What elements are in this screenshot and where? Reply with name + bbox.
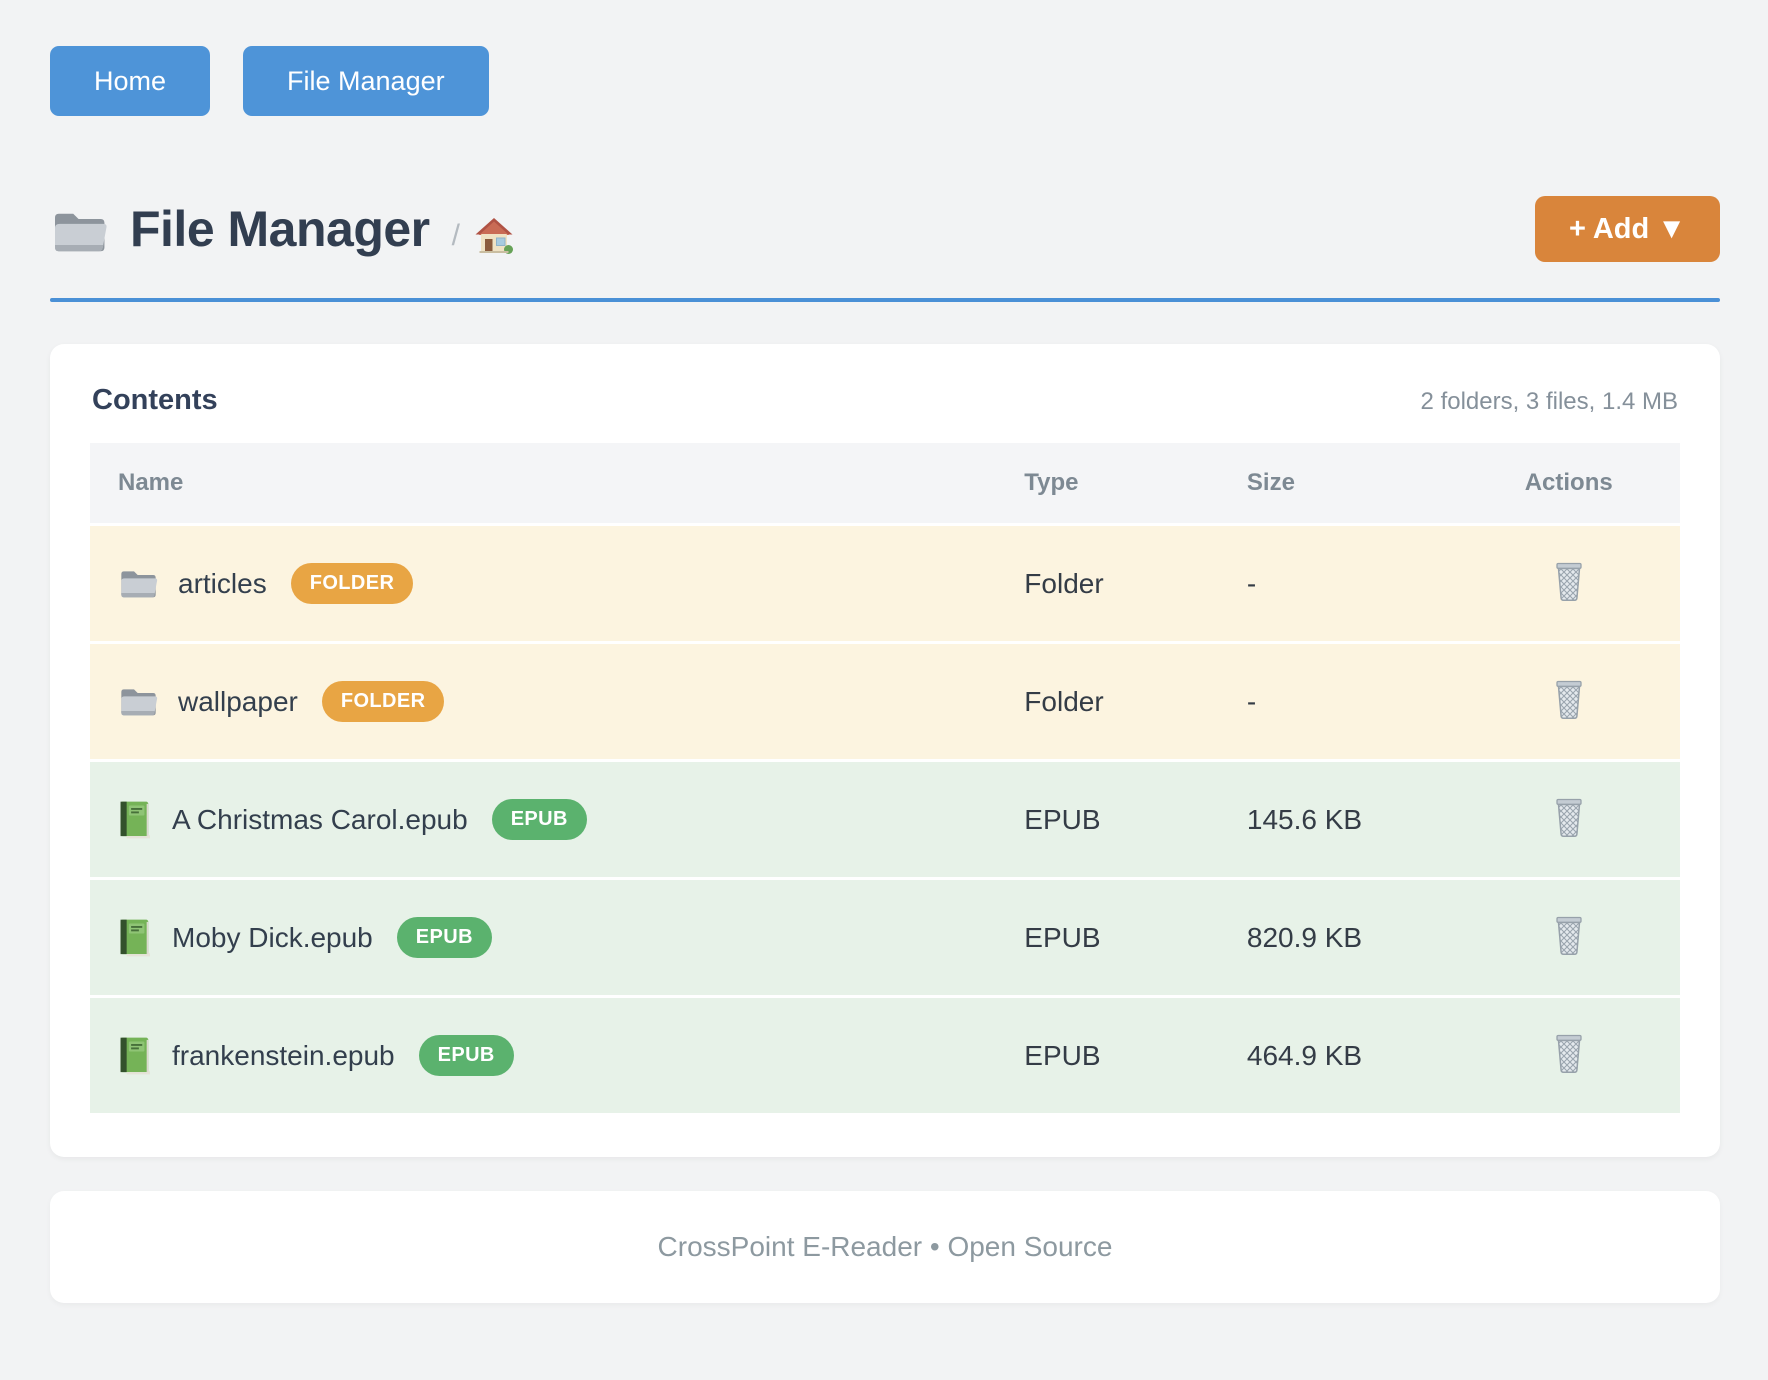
type-badge: EPUB	[418, 1035, 514, 1076]
open-folder-icon	[55, 213, 107, 252]
file-size: 464.9 KB	[1218, 995, 1458, 1113]
contents-card: Contents 2 folders, 3 files, 1.4 MB Name…	[50, 344, 1720, 1157]
folder-icon	[121, 688, 158, 715]
book-icon	[120, 1037, 150, 1074]
trash-icon	[1556, 1034, 1582, 1074]
trash-icon	[1556, 916, 1582, 956]
file-name[interactable]: frankenstein.epub	[172, 1039, 395, 1071]
delete-button[interactable]	[1550, 794, 1588, 843]
table-row[interactable]: Moby Dick.epub EPUB EPUB 820.9 KB	[90, 877, 1680, 997]
top-nav: Home File Manager	[50, 46, 1720, 116]
type-badge: EPUB	[491, 799, 587, 840]
trash-icon	[1556, 562, 1582, 602]
header-rule	[50, 298, 1720, 302]
nav-file-manager-button[interactable]: File Manager	[243, 46, 489, 116]
file-type: EPUB	[996, 995, 1219, 1113]
table-row[interactable]: frankenstein.epub EPUB EPUB 464.9 KB	[90, 995, 1680, 1113]
table-row[interactable]: articles FOLDER Folder -	[90, 523, 1680, 643]
book-icon	[120, 801, 150, 838]
page-title: File Manager	[130, 201, 430, 257]
file-name[interactable]: A Christmas Carol.epub	[172, 803, 468, 835]
column-header-type: Type	[996, 443, 1219, 525]
file-size: -	[1218, 641, 1458, 761]
contents-summary: 2 folders, 3 files, 1.4 MB	[1420, 388, 1678, 415]
table-row[interactable]: A Christmas Carol.epub EPUB EPUB 145.6 K…	[90, 759, 1680, 879]
column-header-size: Size	[1218, 443, 1458, 525]
contents-title: Contents	[92, 384, 218, 416]
footer: CrossPoint E-Reader • Open Source	[50, 1191, 1720, 1303]
file-name[interactable]: articles	[178, 567, 267, 599]
book-icon	[120, 919, 150, 956]
trash-icon	[1556, 798, 1582, 838]
folder-icon	[121, 570, 158, 597]
file-type: EPUB	[996, 877, 1219, 997]
footer-text: CrossPoint E-Reader • Open Source	[657, 1231, 1113, 1262]
file-name[interactable]: Moby Dick.epub	[172, 921, 373, 953]
file-type: EPUB	[996, 759, 1219, 879]
page-header: File Manager / + Add ▼	[50, 196, 1720, 262]
breadcrumb-separator: /	[451, 219, 460, 252]
contents-card-header: Contents 2 folders, 3 files, 1.4 MB	[90, 384, 1680, 417]
file-size: 145.6 KB	[1218, 759, 1458, 879]
file-size: -	[1218, 523, 1458, 643]
nav-home-button[interactable]: Home	[50, 46, 211, 116]
table-row[interactable]: wallpaper FOLDER Folder -	[90, 641, 1680, 761]
add-button[interactable]: + Add ▼	[1534, 196, 1720, 262]
file-type: Folder	[996, 641, 1219, 761]
file-type: Folder	[996, 523, 1219, 643]
column-header-name: Name	[90, 443, 997, 525]
type-badge: EPUB	[396, 917, 492, 958]
title-group: File Manager /	[50, 200, 514, 258]
delete-button[interactable]	[1550, 912, 1588, 961]
files-table-header: Name Type Size Actions	[90, 443, 1680, 525]
file-name[interactable]: wallpaper	[178, 685, 298, 717]
delete-button[interactable]	[1550, 558, 1588, 607]
column-header-actions: Actions	[1457, 443, 1680, 525]
trash-icon	[1556, 680, 1582, 720]
file-size: 820.9 KB	[1218, 877, 1458, 997]
delete-button[interactable]	[1550, 676, 1588, 725]
breadcrumb-home[interactable]	[474, 215, 514, 258]
delete-button[interactable]	[1550, 1030, 1588, 1079]
type-badge: FOLDER	[290, 563, 414, 604]
house-icon	[475, 217, 513, 254]
file-manager-page: Home File Manager File Manager /	[50, 46, 1720, 1303]
files-table: Name Type Size Actions	[90, 443, 1680, 1113]
type-badge: FOLDER	[321, 681, 445, 722]
